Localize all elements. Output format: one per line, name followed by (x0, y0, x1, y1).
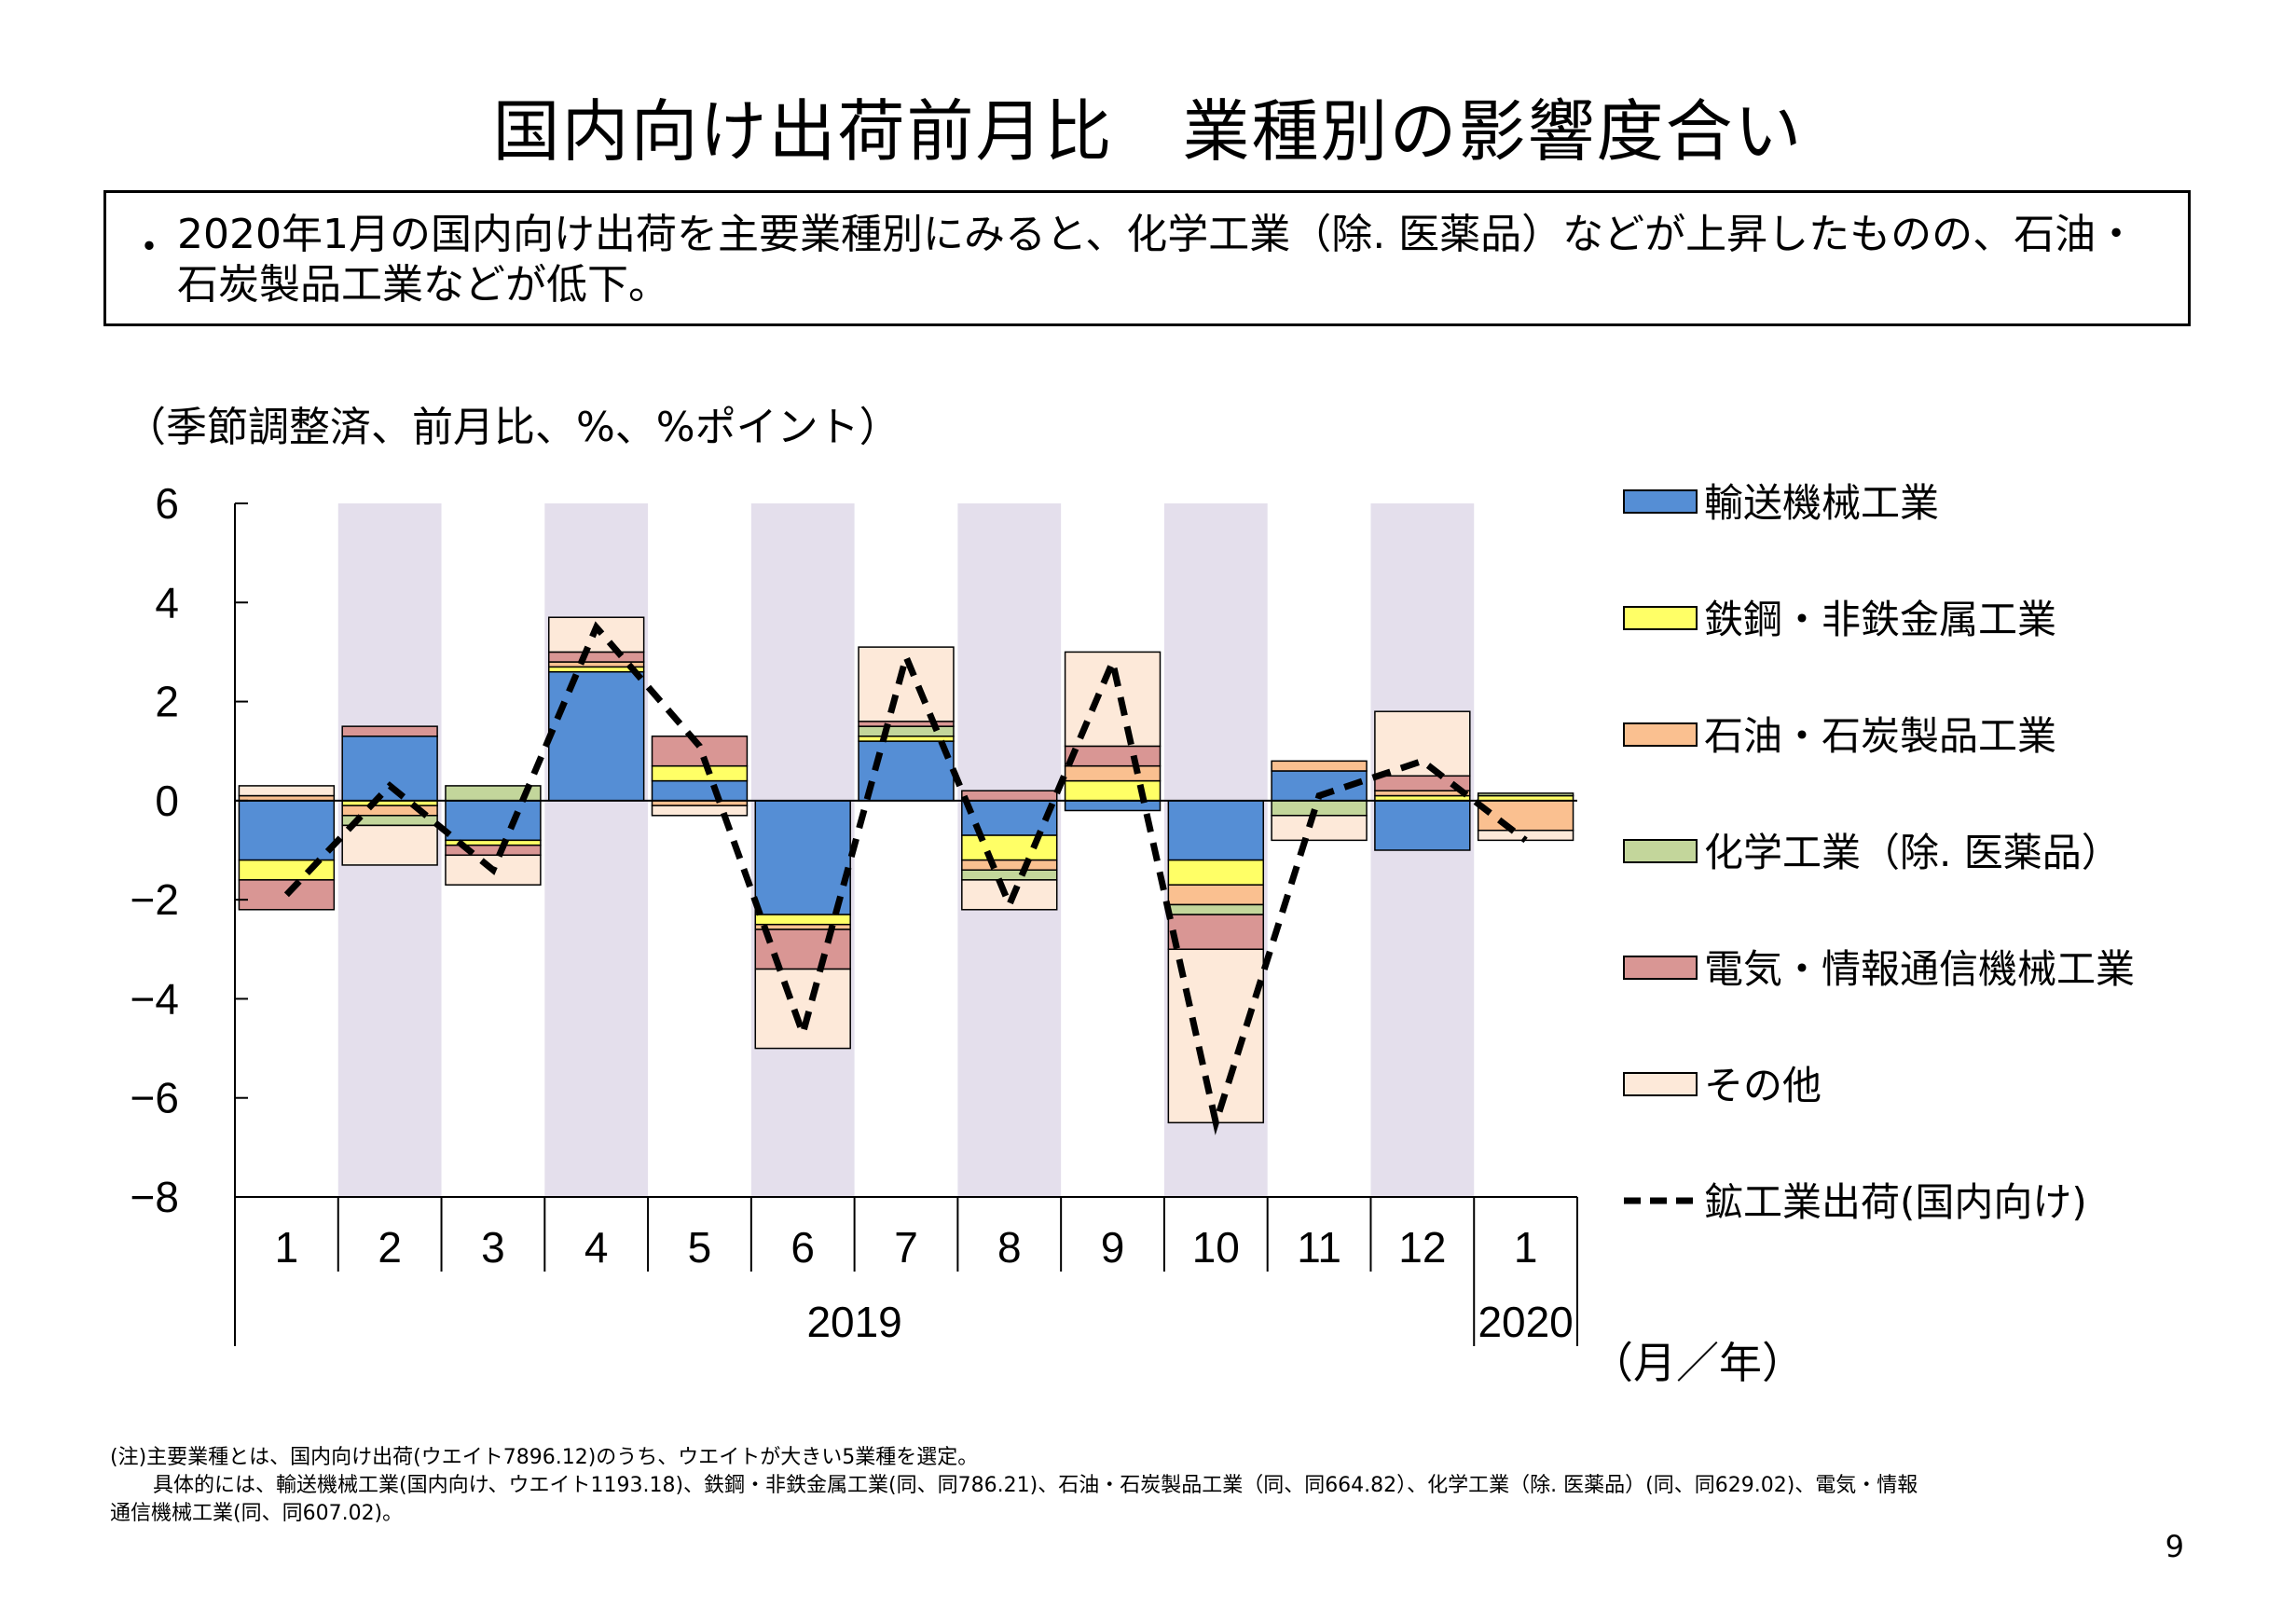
legend-label-3: 石油・石炭製品工業 (1704, 713, 2056, 759)
bar-segment-3 (1477, 800, 1574, 832)
bar-segment-2 (858, 736, 955, 742)
x-tick-label: 1 (275, 1223, 299, 1272)
total-line (283, 621, 1528, 1135)
footnote-line-3: 通信機械工業(同、同607.02)。 (110, 1502, 404, 1525)
bar-segment-1 (754, 800, 851, 915)
legend-line-label: 鉱工業出荷(国内向け) (1704, 1179, 2087, 1225)
x-tick-label: 9 (1101, 1223, 1125, 1272)
bar-segment-6 (1374, 710, 1471, 777)
legend-label-6: その他 (1704, 1063, 1822, 1108)
chart-unit-label: （季節調整済、前月比、%、%ポイント） (125, 404, 901, 451)
page-number: 9 (2165, 1529, 2184, 1564)
bar-segment-5 (651, 736, 749, 767)
bar-segment-6 (651, 805, 749, 817)
legend-label-4: 化学工業（除. 医薬品） (1704, 830, 2121, 875)
footnote: (注)主要業種とは、国内向け出荷(ウエイト7896.12)のうち、ウエイトが大き… (110, 1444, 2207, 1528)
bar-segment-1 (1374, 800, 1471, 851)
legend-label-5: 電気・情報通信機械工業 (1704, 946, 2135, 992)
bar-segment-1 (1167, 800, 1265, 861)
x-tick-label: 3 (481, 1223, 505, 1272)
x-tick-label: 4 (584, 1223, 609, 1272)
legend-swatch-6 (1623, 1072, 1698, 1096)
shaded-column (544, 503, 649, 1197)
bar-segment-1 (547, 670, 645, 802)
legend-label-2: 鉄鋼・非鉄金属工業 (1704, 597, 2056, 642)
legend-swatch-5 (1623, 956, 1698, 980)
bar-segment-5 (238, 879, 336, 911)
y-tick-label: −8 (131, 1173, 179, 1221)
bar-segment-3 (754, 923, 851, 930)
bar-segment-2 (1167, 859, 1265, 886)
bar-segment-3 (1064, 764, 1162, 782)
bar-segment-5 (961, 790, 1058, 802)
legend-swatch-4 (1623, 839, 1698, 863)
bar-segment-5 (341, 725, 438, 737)
x-tick-label: 10 (1192, 1223, 1240, 1272)
legend-swatch-2 (1623, 606, 1698, 630)
bar-segment-1 (238, 800, 336, 861)
x-tick-label: 5 (688, 1223, 712, 1272)
x-tick-label: 2 (378, 1223, 402, 1272)
x-tick-label: 12 (1398, 1223, 1446, 1272)
bullet-mark: ・ (129, 224, 170, 271)
bar-segment-4 (1167, 903, 1265, 915)
bar-segment-1 (445, 800, 542, 842)
bar-segment-6 (341, 824, 438, 866)
bar-segment-1 (858, 740, 955, 802)
x-tick-label: 7 (894, 1223, 918, 1272)
bar-segment-1 (651, 779, 749, 802)
footnote-line-2: 具体的には、輸送機械工業(国内向け、ウエイト1193.18)、鉄鋼・非鉄金属工業… (153, 1474, 1918, 1497)
y-tick-label: −2 (131, 875, 179, 924)
x-tick-label: 1 (1514, 1223, 1538, 1272)
x-tick-label: 11 (1297, 1223, 1341, 1272)
bar-segment-4 (961, 869, 1058, 881)
summary-box: ・ 2020年1月の国内向け出荷を主要業種別にみると、化学工業（除. 医薬品）な… (103, 190, 2191, 326)
year-label-2020: 2020 (1478, 1298, 1573, 1346)
summary-text: 2020年1月の国内向け出荷を主要業種別にみると、化学工業（除. 医薬品）などが… (177, 211, 2138, 309)
bar-segment-6 (238, 785, 336, 797)
bar-segment-6 (1167, 948, 1265, 1124)
legend-swatch-3 (1623, 722, 1698, 747)
y-tick-label: 2 (155, 678, 179, 726)
legend-label-1: 輸送機械工業 (1704, 480, 1939, 526)
bar-segment-3 (961, 859, 1058, 872)
x-tick-label: 6 (791, 1223, 815, 1272)
bar-segment-2 (754, 914, 851, 926)
bar-segment-4 (1477, 792, 1574, 797)
y-tick-label: −6 (131, 1074, 179, 1122)
bar-segment-6 (1271, 815, 1368, 842)
footnote-line-1: (注)主要業種とは、国内向け出荷(ウエイト7896.12)のうち、ウエイトが大き… (110, 1446, 979, 1469)
year-label-2019: 2019 (806, 1298, 901, 1346)
y-tick-label: 0 (155, 777, 179, 825)
y-tick-label: 6 (155, 479, 179, 528)
bar-segment-4 (858, 725, 955, 737)
slide-title: 国内向け出荷前月比 業種別の影響度合い (492, 92, 1804, 171)
bar-segment-6 (1477, 829, 1574, 842)
bar-segment-5 (1167, 914, 1265, 951)
legend-swatch-1 (1623, 489, 1698, 514)
bar-segment-6 (754, 968, 851, 1050)
bar-segment-5 (1064, 745, 1162, 767)
bar-segment-3 (1374, 790, 1471, 797)
bar-segment-4 (1271, 800, 1368, 817)
bar-segment-3 (1167, 884, 1265, 906)
x-tick-label: 8 (997, 1223, 1022, 1272)
bar-segment-5 (547, 651, 645, 663)
bar-segment-5 (858, 721, 955, 727)
bar-segment-2 (961, 834, 1058, 861)
y-tick-label: 4 (155, 578, 179, 626)
bar-segment-2 (651, 764, 749, 782)
bar-segment-6 (858, 646, 955, 722)
bar-segment-1 (341, 736, 438, 802)
bar-segment-6 (961, 879, 1058, 911)
y-tick-label: −4 (131, 974, 179, 1023)
bar-segment-3 (1271, 760, 1368, 772)
x-axis-unit: （月／年） (1590, 1338, 1805, 1388)
